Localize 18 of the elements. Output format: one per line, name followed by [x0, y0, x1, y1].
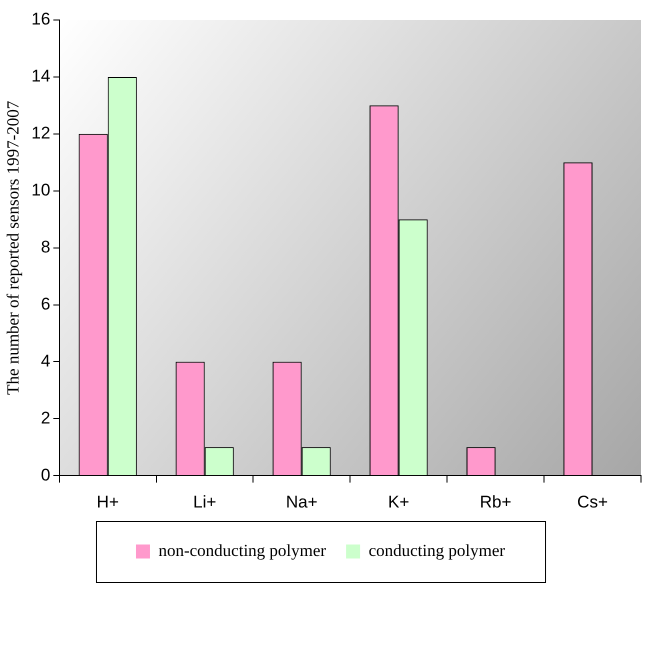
y-tick-label: 4	[40, 351, 50, 370]
y-tick-label: 14	[31, 66, 50, 86]
x-tick-label: Li+	[193, 492, 216, 512]
y-axis-title: The number of reported sensors 1997-2007	[4, 100, 23, 395]
legend-label: non-conducting polymer	[158, 540, 326, 560]
y-tick-label: 10	[31, 180, 50, 200]
y-tick-label: 16	[31, 10, 50, 29]
y-tick-label: 0	[40, 465, 50, 484]
y-tick-label: 12	[31, 124, 50, 143]
y-tick-label: 8	[40, 237, 50, 256]
x-tick-label: Rb+	[480, 492, 512, 512]
legend-label: conducting polymer	[368, 540, 506, 560]
x-tick-label: Na+	[286, 492, 318, 512]
y-tick-label: 6	[40, 294, 50, 314]
x-tick-label: H+	[96, 492, 119, 512]
x-tick-label: Cs+	[577, 492, 608, 512]
x-tick-label: K+	[388, 492, 410, 512]
y-tick-label: 2	[40, 408, 50, 428]
